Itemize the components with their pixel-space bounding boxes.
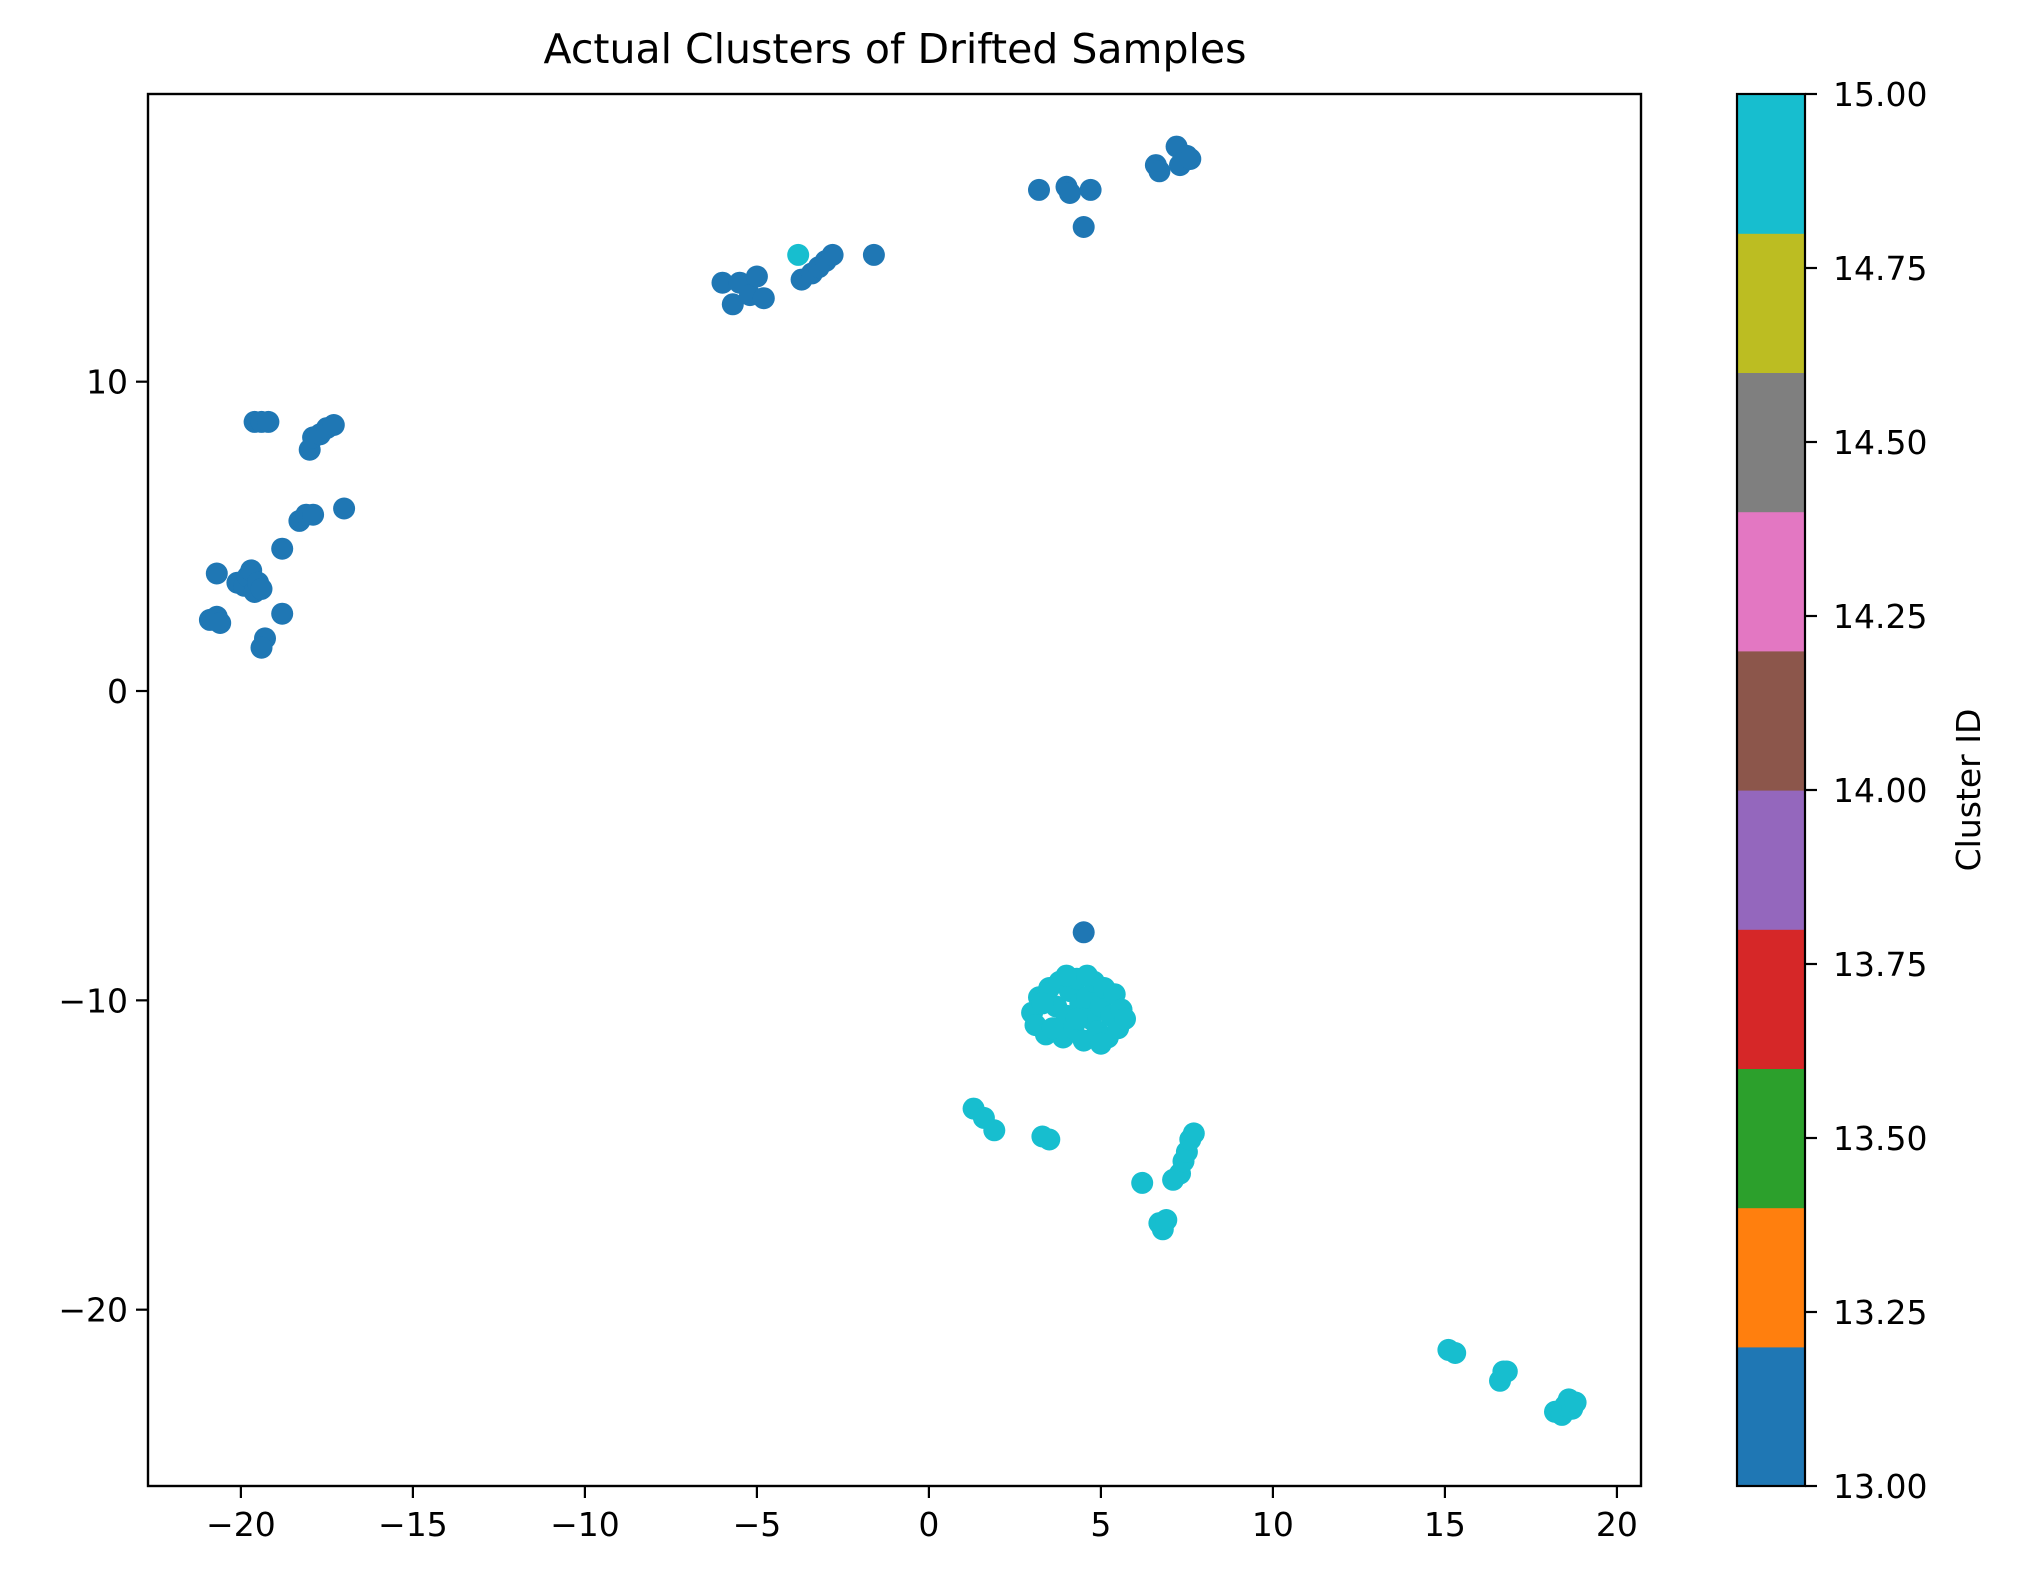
x-tick-label: 0 xyxy=(918,1505,939,1544)
data-point-82 xyxy=(1031,992,1054,1015)
data-point-79 xyxy=(1055,964,1078,987)
colorbar-segment xyxy=(1737,1068,1805,1209)
x-tick-label: −15 xyxy=(378,1505,448,1544)
chart-title: Actual Clusters of Drifted Samples xyxy=(544,25,1247,73)
y-axis: −20 −10 0 10 xyxy=(58,363,148,1330)
colorbar-tick-label: 13.25 xyxy=(1833,1293,1927,1332)
colorbar-segment xyxy=(1737,233,1805,373)
data-point-78 xyxy=(1041,1017,1064,1040)
data-point-22 xyxy=(322,414,345,436)
data-point-40 xyxy=(1028,178,1050,201)
x-tick-label: 20 xyxy=(1596,1505,1638,1544)
data-point-46 xyxy=(1148,160,1171,183)
colorbar-tick-label: 14.00 xyxy=(1833,771,1927,810)
plot-area-frame xyxy=(146,92,1643,1488)
data-point-37 xyxy=(821,243,844,266)
colorbar-tick-label: 13.50 xyxy=(1833,1119,1927,1158)
data-point-83 xyxy=(1065,1007,1088,1030)
data-point-17 xyxy=(257,410,280,433)
data-point-39 xyxy=(787,243,810,266)
colorbar-tick-label: 14.75 xyxy=(1833,249,1927,288)
x-tick-label: 10 xyxy=(1252,1505,1294,1544)
colorbar-segment xyxy=(1737,929,1805,1069)
colorbar-label: Cluster ID xyxy=(1949,709,1988,872)
colorbar-segment xyxy=(1737,650,1805,791)
data-point-10 xyxy=(250,577,273,600)
colorbar-segment xyxy=(1737,372,1805,513)
data-point-100 xyxy=(1444,1342,1467,1364)
data-point-26 xyxy=(333,497,356,520)
data-point-12 xyxy=(250,636,273,659)
colorbar-segment xyxy=(1737,1346,1805,1487)
data-point-89 xyxy=(1131,1171,1154,1194)
y-tick-label: −20 xyxy=(58,1291,128,1330)
data-point-31 xyxy=(745,265,768,288)
data-point-13 xyxy=(271,602,294,625)
data-point-14 xyxy=(271,537,294,560)
data-point-92 xyxy=(1155,1209,1178,1231)
data-point-2 xyxy=(209,612,232,634)
data-point-43 xyxy=(1079,178,1102,201)
x-tick-label: 5 xyxy=(1090,1505,1111,1544)
colorbar-segment xyxy=(1737,94,1805,234)
data-point-50 xyxy=(1179,148,1202,170)
colorbar: 13.00 13.25 13.50 13.75 14.00 14.25 14.50 14.75… xyxy=(1735,75,1927,1506)
colorbar-tick-label: 14.50 xyxy=(1833,423,1927,462)
data-point-3 xyxy=(205,562,228,585)
colorbar-tick-label: 13.00 xyxy=(1833,1467,1927,1506)
x-axis: −20 −15 −10 −5 0 5 10 15 20 xyxy=(206,1486,1638,1544)
x-tick-label: 15 xyxy=(1424,1505,1466,1544)
data-point-51 xyxy=(1072,921,1095,944)
points-layer xyxy=(198,135,1587,1426)
y-tick-label: 10 xyxy=(86,363,128,402)
data-point-42 xyxy=(1058,182,1081,204)
data-point-27 xyxy=(711,271,734,294)
data-point-81 xyxy=(1089,1032,1112,1055)
data-point-25 xyxy=(302,503,325,526)
colorbar-tick-label: 14.25 xyxy=(1833,597,1927,636)
data-point-80 xyxy=(1076,964,1099,987)
data-point-98 xyxy=(1182,1122,1205,1145)
colorbar-segment xyxy=(1737,511,1805,652)
data-point-77 xyxy=(1114,1007,1136,1030)
x-tick-label: −20 xyxy=(206,1505,276,1544)
x-tick-label: −10 xyxy=(550,1505,620,1544)
colorbar-tick-label: 15.00 xyxy=(1833,75,1927,114)
data-point-109 xyxy=(1564,1391,1587,1414)
colorbar-segment xyxy=(1737,790,1805,930)
x-tick-label: −5 xyxy=(733,1505,782,1544)
data-point-88 xyxy=(1038,1128,1061,1151)
data-point-28 xyxy=(721,293,744,316)
data-point-103 xyxy=(1495,1360,1518,1383)
data-point-38 xyxy=(862,243,885,266)
data-point-86 xyxy=(983,1119,1006,1142)
data-point-44 xyxy=(1072,216,1095,238)
y-tick-label: 0 xyxy=(107,672,128,711)
colorbar-segment xyxy=(1737,1207,1805,1348)
data-point-32 xyxy=(752,287,775,310)
y-tick-label: −10 xyxy=(58,981,128,1020)
colorbar-tick-label: 13.75 xyxy=(1833,945,1927,984)
